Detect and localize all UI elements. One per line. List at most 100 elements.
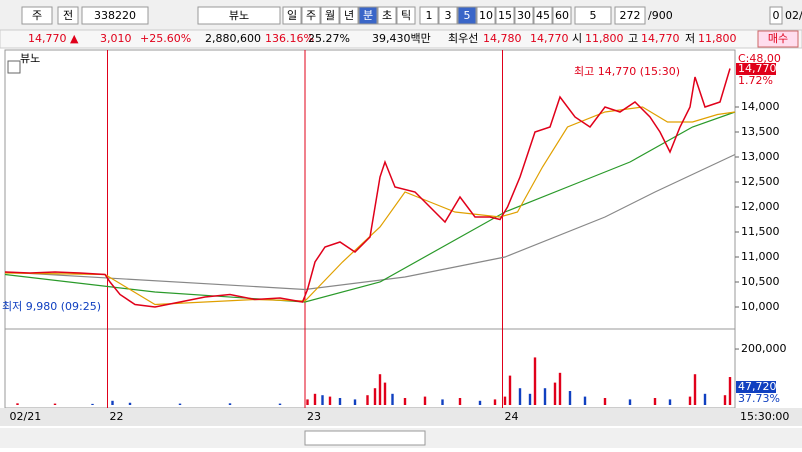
button-label: 분 bbox=[363, 9, 373, 22]
y-tick-label: 10,500 bbox=[741, 275, 780, 288]
volume-bar bbox=[353, 399, 357, 405]
field[interactable] bbox=[57, 6, 79, 25]
info-turnover: 25.27% bbox=[308, 32, 350, 45]
field-text: 5 bbox=[590, 9, 597, 22]
volume-bar bbox=[16, 403, 19, 405]
date-label: 23 bbox=[307, 410, 321, 423]
button[interactable] bbox=[396, 6, 416, 25]
y-tick-label: 14,000 bbox=[741, 100, 780, 113]
button-label: 1 bbox=[426, 9, 433, 22]
volume-bar bbox=[508, 375, 512, 405]
volume-bar bbox=[583, 396, 587, 405]
volume-bar bbox=[313, 393, 317, 405]
y-tick-label: 11,500 bbox=[741, 225, 780, 238]
buy-button[interactable] bbox=[757, 30, 799, 48]
field[interactable] bbox=[574, 6, 612, 25]
button-label: 주 bbox=[306, 9, 316, 22]
button-label: 월 bbox=[325, 9, 335, 22]
button[interactable] bbox=[377, 6, 397, 25]
volume-bar bbox=[278, 403, 282, 405]
buy-label: 매수 bbox=[768, 32, 788, 45]
volume-bar bbox=[628, 399, 632, 405]
volume-bar bbox=[306, 399, 309, 405]
button[interactable] bbox=[358, 6, 378, 25]
info-bar-bg bbox=[0, 29, 802, 49]
info-low: 11,800 bbox=[698, 32, 737, 45]
compare-label: C:48,00 bbox=[738, 52, 781, 65]
field[interactable] bbox=[21, 6, 53, 25]
volume-bar bbox=[328, 396, 332, 405]
info-best-label: 최우선 bbox=[448, 32, 478, 45]
button[interactable] bbox=[457, 6, 477, 25]
grid-icon bbox=[7, 60, 21, 74]
field[interactable] bbox=[197, 6, 281, 25]
field[interactable] bbox=[614, 6, 646, 25]
date-label: 24 bbox=[505, 410, 519, 423]
volume-bar bbox=[603, 398, 607, 405]
button[interactable] bbox=[320, 6, 340, 25]
volume-bar bbox=[378, 374, 382, 405]
volume-bar bbox=[478, 400, 482, 405]
button-label: 틱 bbox=[401, 9, 411, 22]
volume-bar bbox=[458, 398, 462, 405]
volume-bar bbox=[653, 398, 657, 405]
scroll-thumb[interactable] bbox=[304, 430, 426, 446]
low-annotation: 최저 9,980 (09:25) bbox=[2, 300, 101, 313]
last-rate: 1.72% bbox=[738, 74, 773, 87]
price-line bbox=[4, 68, 731, 308]
volume-bar bbox=[703, 393, 707, 405]
last-box bbox=[736, 63, 776, 75]
button[interactable] bbox=[438, 6, 458, 25]
volume-bar bbox=[528, 393, 532, 405]
field[interactable] bbox=[769, 6, 783, 25]
button-label: 년 bbox=[344, 9, 354, 22]
button[interactable] bbox=[301, 6, 321, 25]
volume-bar bbox=[423, 396, 427, 405]
volume-bar bbox=[338, 398, 342, 405]
field[interactable] bbox=[81, 6, 149, 25]
y-tick-label: 11,000 bbox=[741, 250, 780, 263]
volume-bar bbox=[53, 403, 57, 405]
button-label: 5 bbox=[464, 9, 471, 22]
button-label: 초 bbox=[382, 9, 392, 22]
button[interactable] bbox=[419, 6, 439, 25]
field-text: 전 bbox=[63, 9, 73, 22]
info-high: 14,770 bbox=[641, 32, 680, 45]
button-label: 3 bbox=[445, 9, 452, 22]
volume-bar bbox=[568, 391, 572, 405]
info-low-label: 저 bbox=[685, 32, 695, 45]
volume-last-box bbox=[736, 381, 776, 393]
date-label: 22 bbox=[110, 410, 124, 423]
button[interactable] bbox=[476, 6, 496, 25]
volume-bar bbox=[391, 393, 394, 405]
button[interactable] bbox=[552, 6, 572, 25]
info-volume-ratio: 136.16% bbox=[265, 32, 314, 45]
total: /900 bbox=[648, 9, 673, 22]
button-label: 45 bbox=[536, 9, 550, 22]
volume-bar bbox=[493, 399, 497, 405]
time-label: 15:30:00 bbox=[740, 410, 789, 423]
volume-bar bbox=[366, 395, 369, 405]
button[interactable] bbox=[533, 6, 553, 25]
volume-last: 47,720 bbox=[738, 380, 777, 393]
volume-bar bbox=[668, 399, 672, 405]
button[interactable] bbox=[282, 6, 302, 25]
plot-area bbox=[4, 49, 736, 409]
info-open-label: 시 bbox=[572, 32, 582, 45]
price-line bbox=[4, 153, 736, 291]
y-tick-label: 13,500 bbox=[741, 125, 780, 138]
info-ask: 14,780 bbox=[483, 32, 522, 45]
date-label: 02/21 bbox=[10, 410, 42, 423]
volume-bar bbox=[91, 403, 94, 405]
volume-bar bbox=[373, 388, 377, 405]
volume-bar bbox=[403, 398, 407, 405]
button-label: 일 bbox=[287, 8, 297, 22]
volume-bar bbox=[558, 372, 562, 405]
volume-bar bbox=[228, 403, 232, 405]
button[interactable] bbox=[495, 6, 515, 25]
volume-tick-label: 200,000 bbox=[741, 342, 787, 355]
date-field: 02/ bbox=[785, 9, 802, 22]
button[interactable] bbox=[339, 6, 359, 25]
button[interactable] bbox=[514, 6, 534, 25]
